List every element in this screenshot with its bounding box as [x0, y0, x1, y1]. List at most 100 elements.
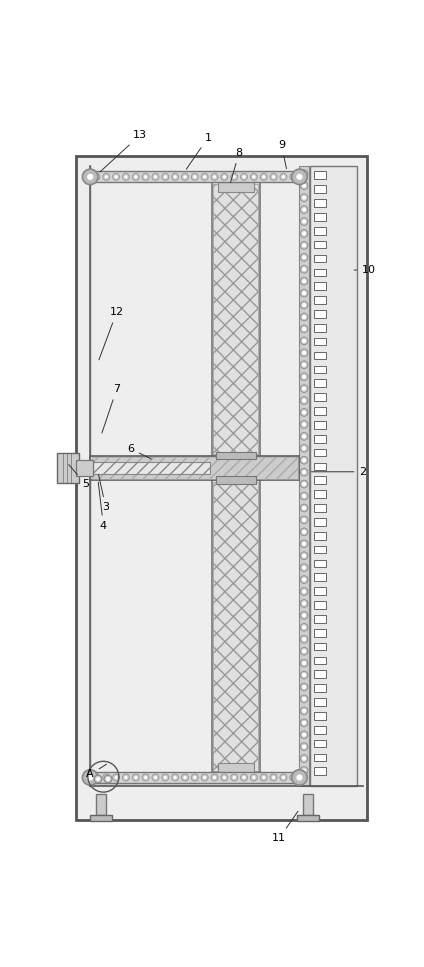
- Bar: [314, 670, 326, 678]
- Bar: [314, 573, 326, 581]
- Bar: [314, 643, 326, 651]
- Bar: [299, 166, 309, 786]
- Circle shape: [134, 776, 137, 779]
- Circle shape: [231, 173, 238, 180]
- Circle shape: [300, 516, 308, 524]
- Circle shape: [134, 175, 137, 178]
- Circle shape: [302, 220, 306, 223]
- Circle shape: [302, 518, 306, 522]
- Circle shape: [302, 590, 306, 594]
- Circle shape: [113, 173, 120, 180]
- Circle shape: [164, 776, 167, 779]
- Circle shape: [302, 483, 306, 486]
- Circle shape: [302, 506, 306, 510]
- Circle shape: [260, 774, 267, 781]
- Text: 11: 11: [272, 811, 298, 843]
- Circle shape: [300, 564, 308, 571]
- Circle shape: [300, 671, 308, 679]
- Circle shape: [123, 173, 129, 180]
- Circle shape: [95, 175, 98, 178]
- Circle shape: [300, 611, 308, 619]
- Circle shape: [300, 718, 308, 726]
- Circle shape: [270, 173, 277, 180]
- Circle shape: [300, 707, 308, 715]
- Bar: [314, 394, 326, 401]
- Circle shape: [302, 554, 306, 558]
- Bar: [314, 435, 326, 443]
- Circle shape: [302, 363, 306, 366]
- Circle shape: [302, 447, 306, 451]
- Bar: [314, 726, 326, 734]
- Circle shape: [272, 175, 275, 178]
- Circle shape: [302, 267, 306, 271]
- Circle shape: [302, 542, 306, 545]
- Circle shape: [124, 175, 128, 178]
- Circle shape: [302, 745, 306, 748]
- Circle shape: [233, 776, 236, 779]
- Circle shape: [296, 174, 303, 180]
- Circle shape: [123, 774, 129, 781]
- Circle shape: [300, 432, 308, 440]
- Circle shape: [300, 253, 308, 261]
- Circle shape: [300, 313, 308, 321]
- Circle shape: [300, 481, 308, 488]
- Circle shape: [300, 468, 308, 476]
- Circle shape: [292, 770, 307, 785]
- Bar: [314, 532, 326, 540]
- Circle shape: [300, 647, 308, 655]
- Circle shape: [114, 175, 117, 178]
- Circle shape: [181, 173, 189, 180]
- Circle shape: [300, 767, 308, 775]
- Circle shape: [302, 685, 306, 689]
- Bar: [314, 449, 326, 456]
- Circle shape: [300, 325, 308, 333]
- Bar: [314, 337, 326, 345]
- Circle shape: [302, 494, 306, 498]
- Circle shape: [162, 173, 169, 180]
- Text: A: A: [86, 764, 106, 779]
- Circle shape: [296, 775, 303, 780]
- Bar: [314, 560, 326, 568]
- Circle shape: [252, 776, 255, 779]
- Circle shape: [302, 434, 306, 438]
- Circle shape: [302, 244, 306, 248]
- Circle shape: [300, 635, 308, 643]
- Bar: [314, 685, 326, 692]
- Bar: [314, 698, 326, 706]
- Bar: [314, 254, 326, 262]
- Circle shape: [172, 173, 179, 180]
- Circle shape: [302, 733, 306, 737]
- Circle shape: [82, 770, 98, 785]
- Circle shape: [300, 492, 308, 500]
- Circle shape: [270, 774, 277, 781]
- Circle shape: [300, 229, 308, 237]
- Text: 3: 3: [98, 475, 109, 513]
- Circle shape: [132, 173, 139, 180]
- Circle shape: [302, 697, 306, 701]
- Circle shape: [240, 774, 248, 781]
- Bar: [314, 740, 326, 747]
- Bar: [314, 504, 326, 512]
- Circle shape: [262, 776, 265, 779]
- Circle shape: [300, 302, 308, 308]
- Bar: [314, 657, 326, 664]
- Bar: [314, 753, 326, 761]
- Circle shape: [300, 695, 308, 703]
- Bar: [213, 482, 258, 771]
- Circle shape: [300, 731, 308, 739]
- Circle shape: [203, 175, 206, 178]
- Text: 1: 1: [186, 132, 212, 169]
- Circle shape: [243, 175, 245, 178]
- Text: 13: 13: [100, 131, 147, 172]
- Circle shape: [300, 743, 308, 750]
- Bar: [212, 481, 260, 772]
- Bar: [314, 282, 326, 290]
- Circle shape: [173, 175, 177, 178]
- Circle shape: [302, 613, 306, 617]
- Circle shape: [262, 175, 265, 178]
- Circle shape: [300, 193, 308, 201]
- Circle shape: [103, 774, 110, 781]
- Circle shape: [302, 709, 306, 713]
- Circle shape: [302, 458, 306, 462]
- Circle shape: [142, 774, 149, 781]
